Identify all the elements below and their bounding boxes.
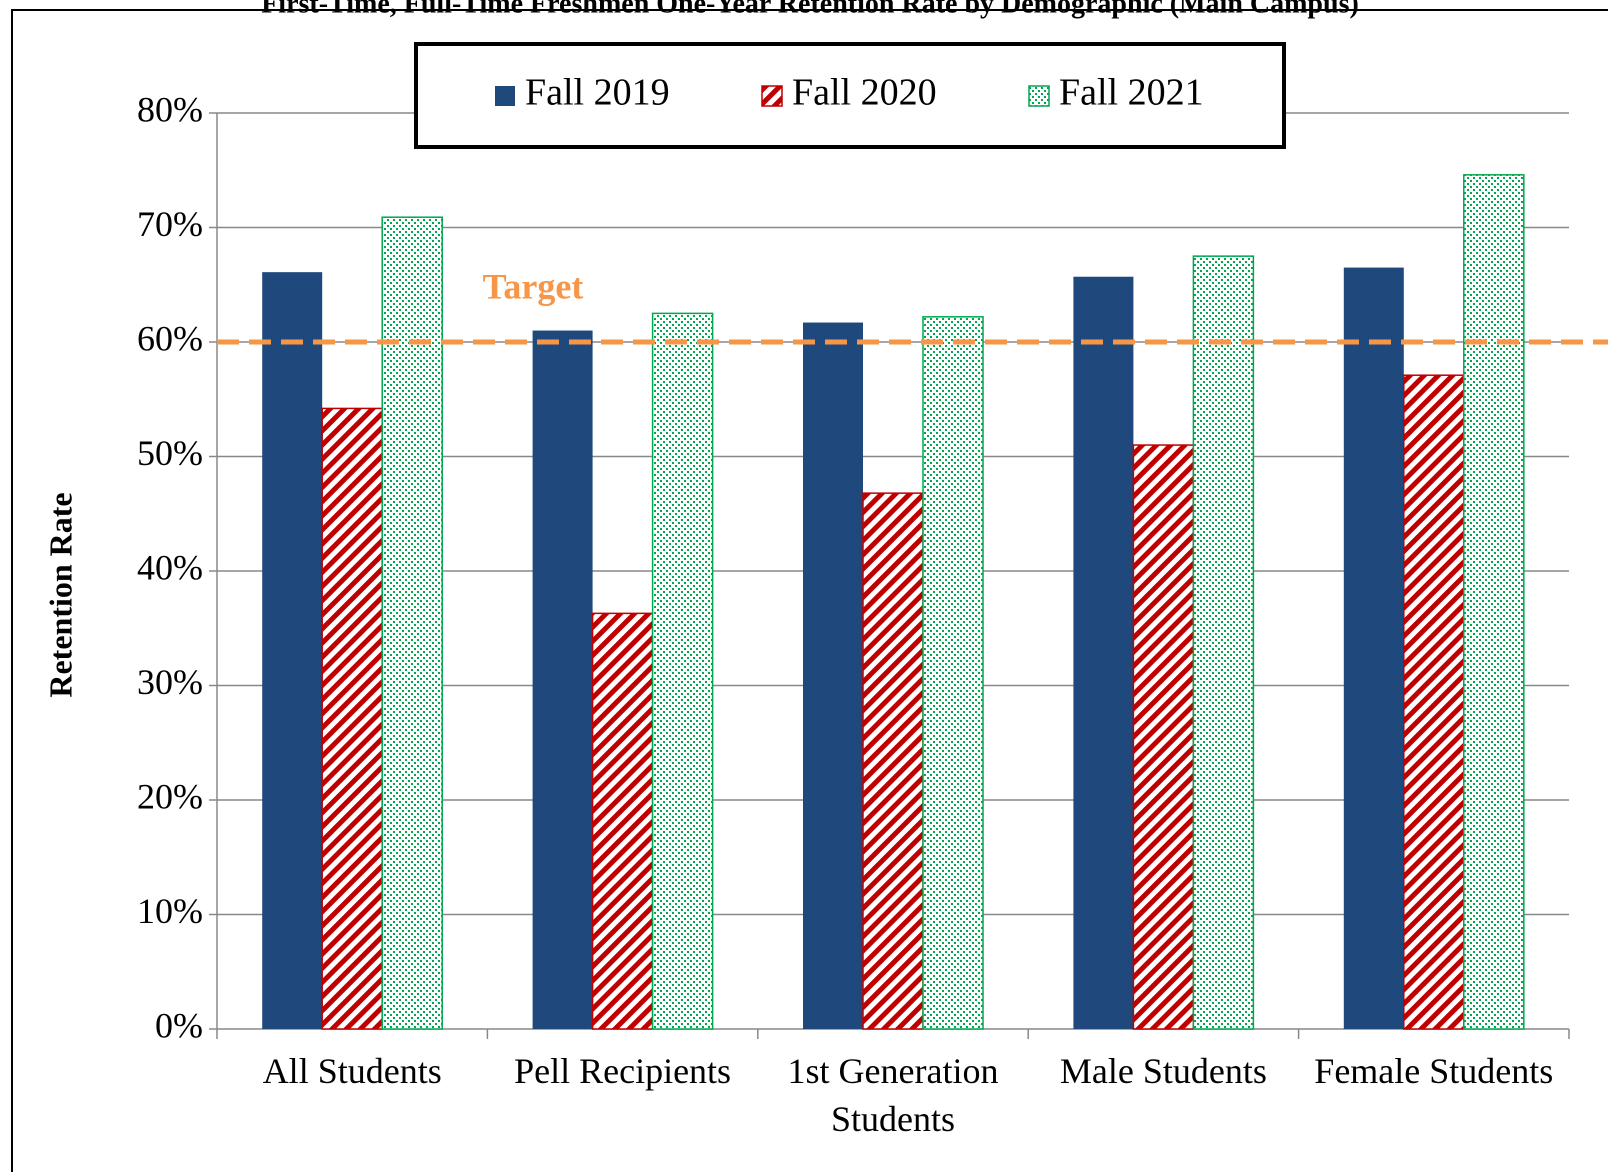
bar: [1403, 374, 1465, 1030]
y-tick-label: 20%: [137, 776, 203, 816]
legend-swatch: [761, 85, 783, 107]
legend-label: Fall 2021: [1059, 72, 1204, 114]
y-tick-label: 30%: [137, 662, 203, 702]
legend-swatch: [495, 86, 515, 106]
x-tick-label: Pell Recipients: [514, 1051, 732, 1091]
y-tick-label: 0%: [155, 1005, 203, 1045]
y-tick-label: 70%: [137, 204, 203, 244]
target-label: Target: [483, 266, 584, 306]
y-tick-label: 80%: [137, 89, 203, 129]
bar: [1463, 174, 1525, 1030]
bar: [1192, 255, 1255, 1030]
legend-label: Fall 2020: [792, 72, 937, 114]
y-axis-label: Retention Rate: [42, 492, 78, 697]
y-tick-label: 10%: [137, 891, 203, 931]
chart-title: First-Time, Full-Time Freshmen One-Year …: [261, 0, 1359, 19]
bar: [862, 492, 924, 1030]
y-tick-label: 60%: [137, 318, 203, 358]
bar: [591, 612, 654, 1030]
legend-box: [414, 42, 1286, 149]
bar: [532, 330, 593, 1029]
bar: [262, 272, 323, 1029]
x-tick-label: Female Students: [1314, 1051, 1554, 1091]
x-tick-label: Male Students: [1059, 1051, 1267, 1091]
x-tick-label: 1st Generation Students: [787, 1051, 999, 1139]
bar: [651, 312, 714, 1030]
x-tick-label: All Students: [262, 1051, 442, 1091]
bar: [1073, 276, 1134, 1029]
legend-label: Fall 2019: [525, 72, 670, 114]
bar: [922, 316, 984, 1030]
bar: [1343, 267, 1404, 1029]
y-tick-label: 50%: [137, 433, 203, 473]
chart-frame: [11, 9, 1608, 1172]
legend-swatch: [1028, 85, 1050, 107]
bar: [321, 407, 383, 1030]
bar: [803, 322, 863, 1029]
y-tick-label: 40%: [137, 547, 203, 587]
bar: [381, 216, 443, 1030]
bar: [1132, 444, 1195, 1030]
